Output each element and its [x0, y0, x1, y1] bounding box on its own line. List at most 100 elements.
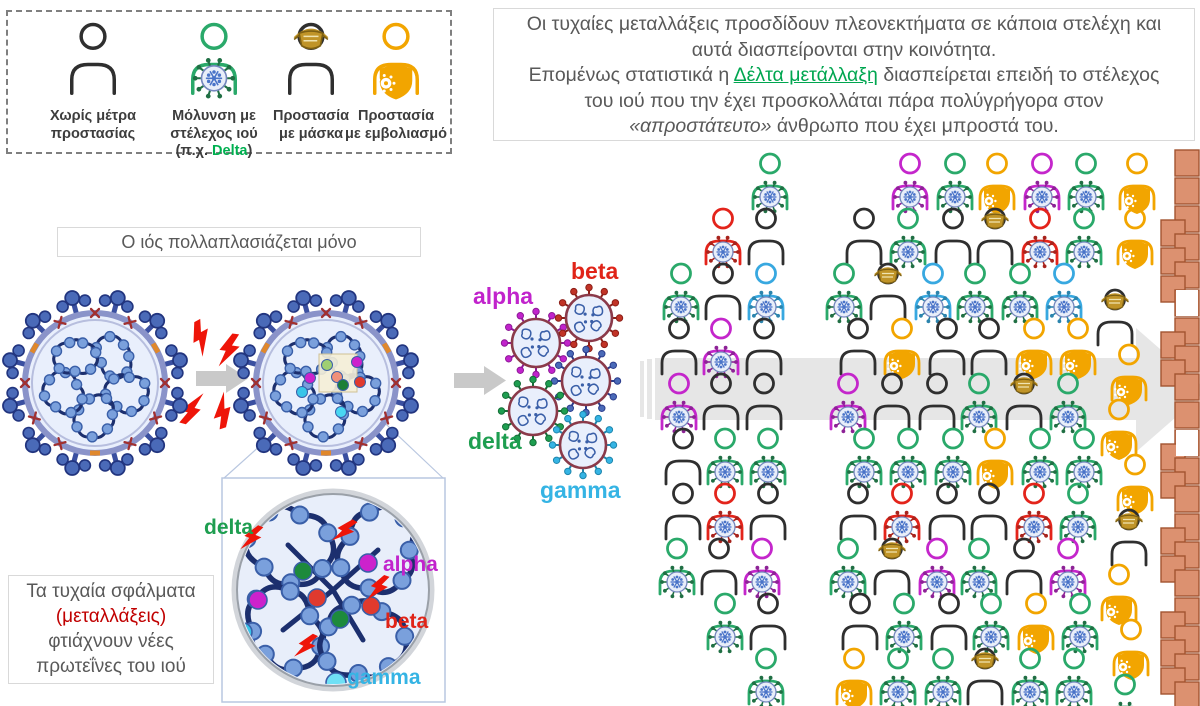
person-infected-green-delta: [706, 427, 744, 489]
vaccine-shield-icon: [1104, 431, 1132, 460]
brick: [1160, 359, 1186, 387]
person-infected-green-delta: [1049, 372, 1087, 434]
person-with-mask: [1096, 288, 1134, 347]
person-infected-green-delta: [1114, 673, 1136, 706]
lightning-bolt-icon: [331, 519, 358, 541]
person-no-protection: [873, 372, 911, 431]
person-infected-green-delta: [829, 537, 867, 599]
vaccine-shield-icon: [1104, 596, 1132, 625]
magnifier-gamma-label: gamma: [347, 666, 421, 689]
person-no-protection: [928, 482, 966, 541]
person-infected-cyan: [1045, 262, 1083, 324]
lightning-bolt-icon: [240, 525, 264, 550]
vaccine-shield-icon: [839, 680, 867, 706]
person-no-protection: [664, 427, 702, 486]
person-infected-green-delta: [924, 647, 962, 706]
brick: [1174, 149, 1200, 177]
person-infected-green-delta: [706, 592, 744, 654]
text-segment: φτιάχνουν νέες: [48, 631, 174, 653]
text-segment: Οι τυχαίες μεταλλάξεις προσδίδουν πλεονε…: [526, 13, 1162, 35]
person-infected-green-delta: [960, 537, 998, 599]
person-infected-green-delta: [879, 647, 917, 706]
brick: [1160, 527, 1186, 555]
text-segment: Επομένως στατιστικά η: [528, 64, 734, 87]
text-segment: Τα τυχαία σφάλματα: [26, 581, 196, 602]
person-infected-green-delta: [191, 22, 237, 99]
replication-text-box: Ο ιός πολλαπλασιάζεται μόνο: [57, 227, 421, 257]
person-infected-red: [704, 207, 742, 269]
legend-label: Χωρίς μέτρα προστασίας: [33, 108, 153, 143]
person-infected-green-delta: [662, 262, 700, 324]
arrow-right-icon: [196, 364, 248, 393]
person-infected-red: [706, 482, 744, 544]
person-no-protection: [1005, 537, 1043, 596]
magnifier-alpha-label: alpha: [383, 553, 438, 576]
brick: [1160, 471, 1186, 499]
person-infected-green-delta: [934, 427, 972, 489]
text-segment: άνθρωπο που έχει μπροστά του.: [771, 115, 1059, 138]
text-segment: με μάσκα: [278, 125, 343, 142]
person-vaccinated: [1110, 343, 1148, 405]
person-infected-magenta: [918, 537, 956, 599]
person-infected-green-delta: [749, 427, 787, 489]
vaccine-shield-icon: [980, 460, 1008, 489]
vaccine-shield-icon: [1021, 625, 1049, 654]
virus-original: [2, 290, 188, 476]
person-infected-green-delta: [845, 427, 883, 489]
face-mask-icon: [874, 267, 902, 284]
person-no-protection: [702, 372, 740, 431]
person-infected-red: [1021, 207, 1059, 269]
face-mask-icon: [1115, 513, 1143, 530]
text-segment: (μεταλλάξεις): [55, 606, 167, 628]
person-with-mask: [966, 647, 1004, 706]
lightning-bolt-icon: [213, 391, 231, 430]
person-vaccinated: [1059, 317, 1097, 379]
face-mask-icon: [1010, 377, 1038, 394]
person-vaccinated: [1100, 398, 1138, 460]
person-infected-magenta: [660, 372, 698, 434]
vaccine-shield-icon: [1114, 376, 1142, 405]
person-no-protection: [841, 592, 879, 651]
person-infected-red: [1015, 482, 1053, 544]
text-segment: Χωρίς μέτρα: [49, 108, 137, 124]
person-infected-green-delta: [1065, 207, 1103, 269]
person-no-protection: [745, 372, 783, 431]
lightning-bolt-icon: [179, 393, 204, 425]
lightning-bolt-icon: [367, 574, 390, 600]
lightning-bolt-icon: [193, 318, 208, 357]
person-vaccinated: [835, 647, 873, 706]
person-no-protection: [745, 317, 783, 376]
vaccine-shield-icon: [1120, 240, 1148, 269]
person-infected-cyan: [747, 262, 785, 324]
person-with-mask: [976, 207, 1014, 266]
legend-box: Χωρίς μέτρα προστασίας Μόλυνση με στέλεχος …: [6, 10, 452, 159]
face-mask-icon: [878, 542, 906, 559]
legend-icon-no-protection: [70, 22, 116, 95]
text-segment: Μόλυνση με: [172, 108, 256, 124]
person-infected-green-delta: [956, 262, 994, 324]
person-no-protection: [970, 482, 1008, 541]
person-vaccinated: [373, 22, 419, 100]
person-no-protection: [970, 317, 1008, 376]
alpha-label: alpha: [473, 283, 534, 309]
brick: [1174, 681, 1200, 706]
person-vaccinated: [1118, 152, 1156, 214]
lightning-bolt-icon: [218, 333, 240, 367]
person-no-protection: [700, 537, 738, 596]
person-no-protection: [749, 592, 787, 651]
person-infected-green-delta: [1059, 482, 1097, 544]
text-segment: του ιού που την έχει προσκολλάται πάρα π…: [584, 89, 1104, 112]
arrow-right-icon: [454, 366, 506, 395]
person-infected-magenta: [743, 537, 781, 599]
brick: [1174, 177, 1200, 205]
person-vaccinated: [1015, 317, 1053, 379]
vaccine-shield-icon: [377, 63, 413, 100]
vaccine-shield-icon: [1019, 350, 1047, 379]
person-infected-cyan: [914, 262, 952, 324]
person-vaccinated: [976, 427, 1014, 489]
person-no-protection: [839, 482, 877, 541]
person-infected-green-delta: [751, 152, 789, 214]
person-infected-green-delta: [889, 427, 927, 489]
